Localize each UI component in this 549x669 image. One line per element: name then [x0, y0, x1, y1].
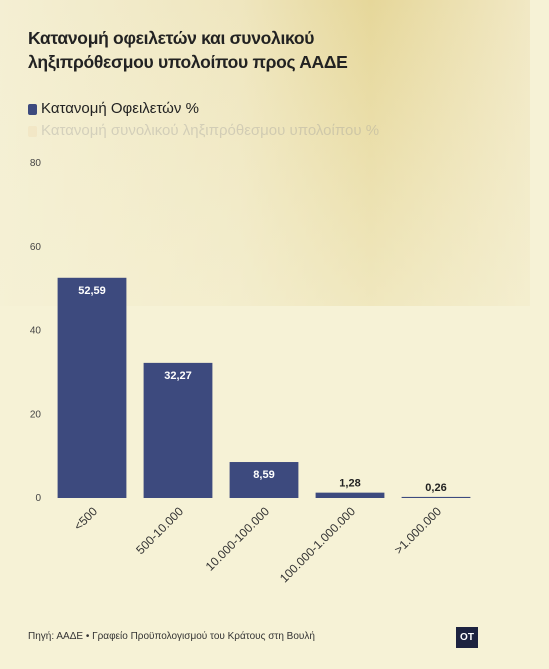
bar	[315, 492, 385, 498]
data-label: 32,27	[164, 370, 192, 382]
bar	[57, 277, 127, 498]
data-label: 52,59	[78, 285, 106, 297]
bar	[143, 362, 213, 498]
legend-label: Κατανομή συνολικού ληξιπρόθεσμου υπολοίπ…	[41, 122, 380, 139]
source: Πηγή: ΑΑΔΕ • Γραφείο Προϋπολογισμού του …	[28, 631, 315, 642]
y-tick-label: 60	[30, 242, 42, 253]
legend-swatch	[28, 103, 37, 115]
data-label: 1,28	[339, 478, 360, 490]
y-tick-label: 0	[35, 493, 41, 504]
chart-title: Κατανομή οφειλετών και συνολικού ληξιπρό…	[28, 28, 348, 72]
y-tick-label: 20	[30, 409, 42, 420]
legend-swatch	[28, 125, 37, 137]
y-tick-label: 40	[30, 326, 42, 337]
bar	[401, 496, 471, 498]
x-tick-label: 10.000-100.000	[203, 504, 273, 574]
x-tick-label: <500	[71, 504, 100, 533]
legend-item[interactable]: Κατανομή συνολικού ληξιπρόθεσμου υπολοίπ…	[28, 120, 379, 142]
bar	[229, 462, 299, 498]
x-tick-label: 100.000-1.000.000	[277, 504, 358, 585]
legend: Κατανομή Οφειλετών % Κατανομή συνολικού λ…	[28, 98, 379, 142]
background-fade	[0, 0, 530, 306]
x-tick-label: >1.000.000	[392, 504, 445, 557]
legend-label: Κατανομή Οφειλετών %	[41, 100, 199, 117]
y-tick-label: 80	[30, 158, 42, 169]
data-label: 8,59	[253, 469, 274, 481]
legend-item[interactable]: Κατανομή Οφειλετών %	[28, 98, 379, 120]
logo: OT	[456, 627, 478, 648]
x-tick-label: 500-10.000	[133, 504, 186, 557]
data-label: 0,26	[425, 482, 446, 494]
